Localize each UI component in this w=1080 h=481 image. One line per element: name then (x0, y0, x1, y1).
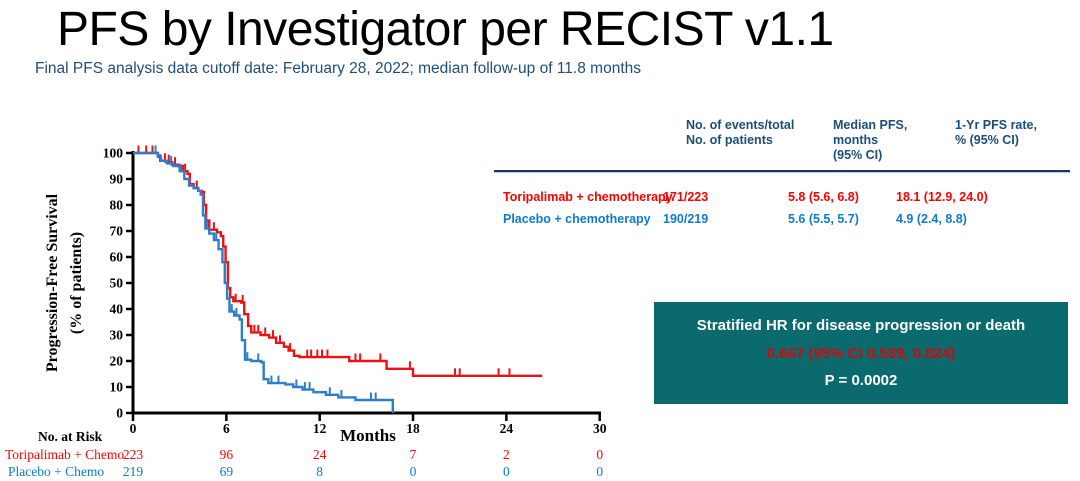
hr-title: Stratified HR for disease progression or… (696, 316, 1026, 334)
y-tick-label: 30 (110, 328, 124, 343)
x-tick-label: 30 (593, 421, 607, 436)
hr-p-value: P = 0.0002 (824, 372, 898, 390)
y-tick-label: 80 (110, 198, 124, 213)
y-tick-label: 70 (110, 224, 124, 239)
hr-value: 0.667 (95% CI 0.539, 0.824) (766, 344, 956, 362)
y-tick-label: 20 (110, 354, 124, 369)
page-title: PFS by Investigator per RECIST v1.1 (57, 3, 834, 56)
risk-count: 0 (410, 464, 417, 479)
x-tick-label: 24 (500, 421, 514, 436)
x-tick-label: 0 (130, 421, 137, 436)
risk-count: 96 (220, 447, 234, 462)
x-tick-label: 12 (313, 421, 327, 436)
placebo-median: 5.6 (5.5, 5.7) (788, 212, 859, 226)
y-tick-label: 40 (110, 302, 124, 317)
y-tick-label: 10 (110, 380, 124, 395)
row-label-placebo: Placebo + chemotherapy (503, 212, 651, 226)
table-divider-line (494, 170, 1070, 173)
risk-count: 0 (596, 464, 603, 479)
toripalimab-1yr-rate: 18.1 (12.9, 24.0) (896, 190, 988, 204)
risk-count: 8 (316, 464, 323, 479)
col-header-median-pfs: Median PFS, months (95% CI) (833, 118, 908, 162)
x-tick-label: 6 (223, 421, 230, 436)
page-subtitle: Final PFS analysis data cutoff date: Feb… (35, 60, 641, 77)
risk-table-title: No. at Risk (38, 429, 103, 444)
y-tick-label: 50 (110, 276, 124, 291)
x-axis-title: Months (340, 426, 396, 445)
hazard-ratio-box: Stratified HR for disease progression or… (654, 302, 1068, 404)
col-header-events: No. of events/total No. of patients (686, 118, 795, 147)
y-axis-title-line1: Progression-Free Survival (44, 193, 61, 372)
km-curve-placebo (133, 151, 394, 413)
risk-count: 219 (123, 464, 144, 479)
risk-row-label-toripalimab: Toripalimab + Chemo (5, 447, 124, 462)
x-tick-label: 18 (406, 421, 420, 436)
placebo-1yr-rate: 4.9 (2.4, 8.8) (896, 212, 967, 226)
risk-count: 24 (313, 447, 327, 462)
col-header-1yr-rate: 1-Yr PFS rate, % (95% CI) (955, 118, 1037, 147)
risk-count: 7 (410, 447, 417, 462)
toripalimab-median: 5.8 (5.6, 6.8) (788, 190, 859, 204)
risk-count: 69 (220, 464, 234, 479)
y-tick-label: 90 (110, 172, 124, 187)
risk-count: 223 (123, 447, 144, 462)
y-tick-label: 100 (103, 146, 124, 161)
risk-count: 2 (503, 447, 510, 462)
km-survival-plot: 0 6 12 18 24 300102030405060708090100MonthsPr… (5, 145, 607, 479)
y-tick-label: 0 (116, 406, 123, 421)
risk-row-label-placebo: Placebo + Chemo (8, 464, 104, 479)
risk-count: 0 (503, 464, 510, 479)
placebo-events: 190/219 (663, 212, 709, 226)
y-tick-label: 60 (110, 250, 124, 265)
y-axis-title-line2: (% of patients) (68, 232, 85, 334)
risk-count: 0 (596, 447, 603, 462)
row-label-toripalimab: Toripalimab + chemotherapy (503, 190, 673, 204)
toripalimab-events: 171/223 (663, 190, 709, 204)
